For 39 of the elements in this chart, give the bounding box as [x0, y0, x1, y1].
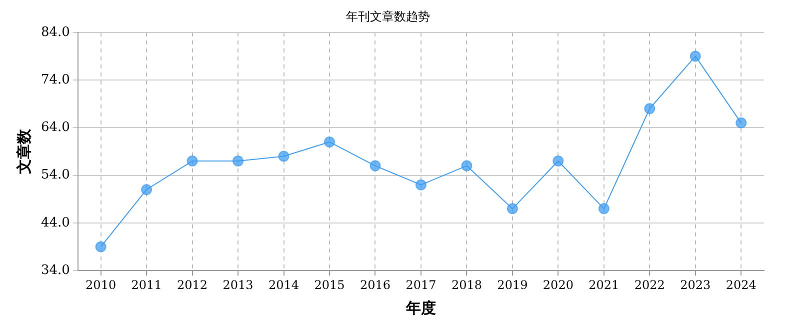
point — [552, 156, 564, 167]
y-axis-title: 文章数 — [14, 128, 33, 175]
chart-title: 年刊文章数趋势 — [346, 9, 430, 24]
point — [141, 184, 152, 196]
x-tick-label: 2015 — [314, 278, 345, 292]
x-tick-label: 2018 — [451, 278, 482, 292]
point — [598, 203, 610, 214]
y-tick-label: 84.0 — [40, 24, 70, 40]
point — [232, 156, 244, 167]
point — [644, 103, 656, 114]
point — [278, 150, 290, 162]
point — [736, 117, 747, 128]
y-tick-label: 34.0 — [40, 262, 70, 278]
x-tick-label: 2014 — [268, 278, 300, 292]
point — [95, 241, 106, 252]
y-tick-label: 64.0 — [40, 120, 70, 136]
point — [506, 203, 518, 214]
x-tick-label: 2011 — [131, 278, 162, 292]
x-tick-label: 2016 — [360, 278, 391, 292]
point — [690, 50, 701, 62]
x-tick-label: 2019 — [497, 278, 528, 292]
x-tick-label: 2017 — [406, 278, 436, 292]
x-axis-title: 年度 — [404, 298, 436, 317]
x-tick-label: 2023 — [680, 278, 711, 292]
y-tick-label: 74.0 — [40, 72, 70, 88]
x-tick-label: 2022 — [634, 278, 665, 292]
x-tick-label: 2013 — [222, 278, 254, 292]
point — [415, 179, 426, 190]
x-tick-label: 2010 — [86, 278, 116, 292]
point — [324, 136, 335, 148]
point — [186, 156, 198, 167]
x-tick-label: 2021 — [588, 278, 620, 292]
y-tick-label: 54.0 — [40, 168, 70, 183]
x-tick-label: 2024 — [726, 278, 757, 292]
x-tick-label: 2012 — [177, 278, 208, 292]
y-tick-label: 44.0 — [40, 215, 70, 230]
point — [461, 160, 472, 172]
point — [370, 160, 381, 172]
x-tick-label: 2020 — [542, 278, 574, 292]
